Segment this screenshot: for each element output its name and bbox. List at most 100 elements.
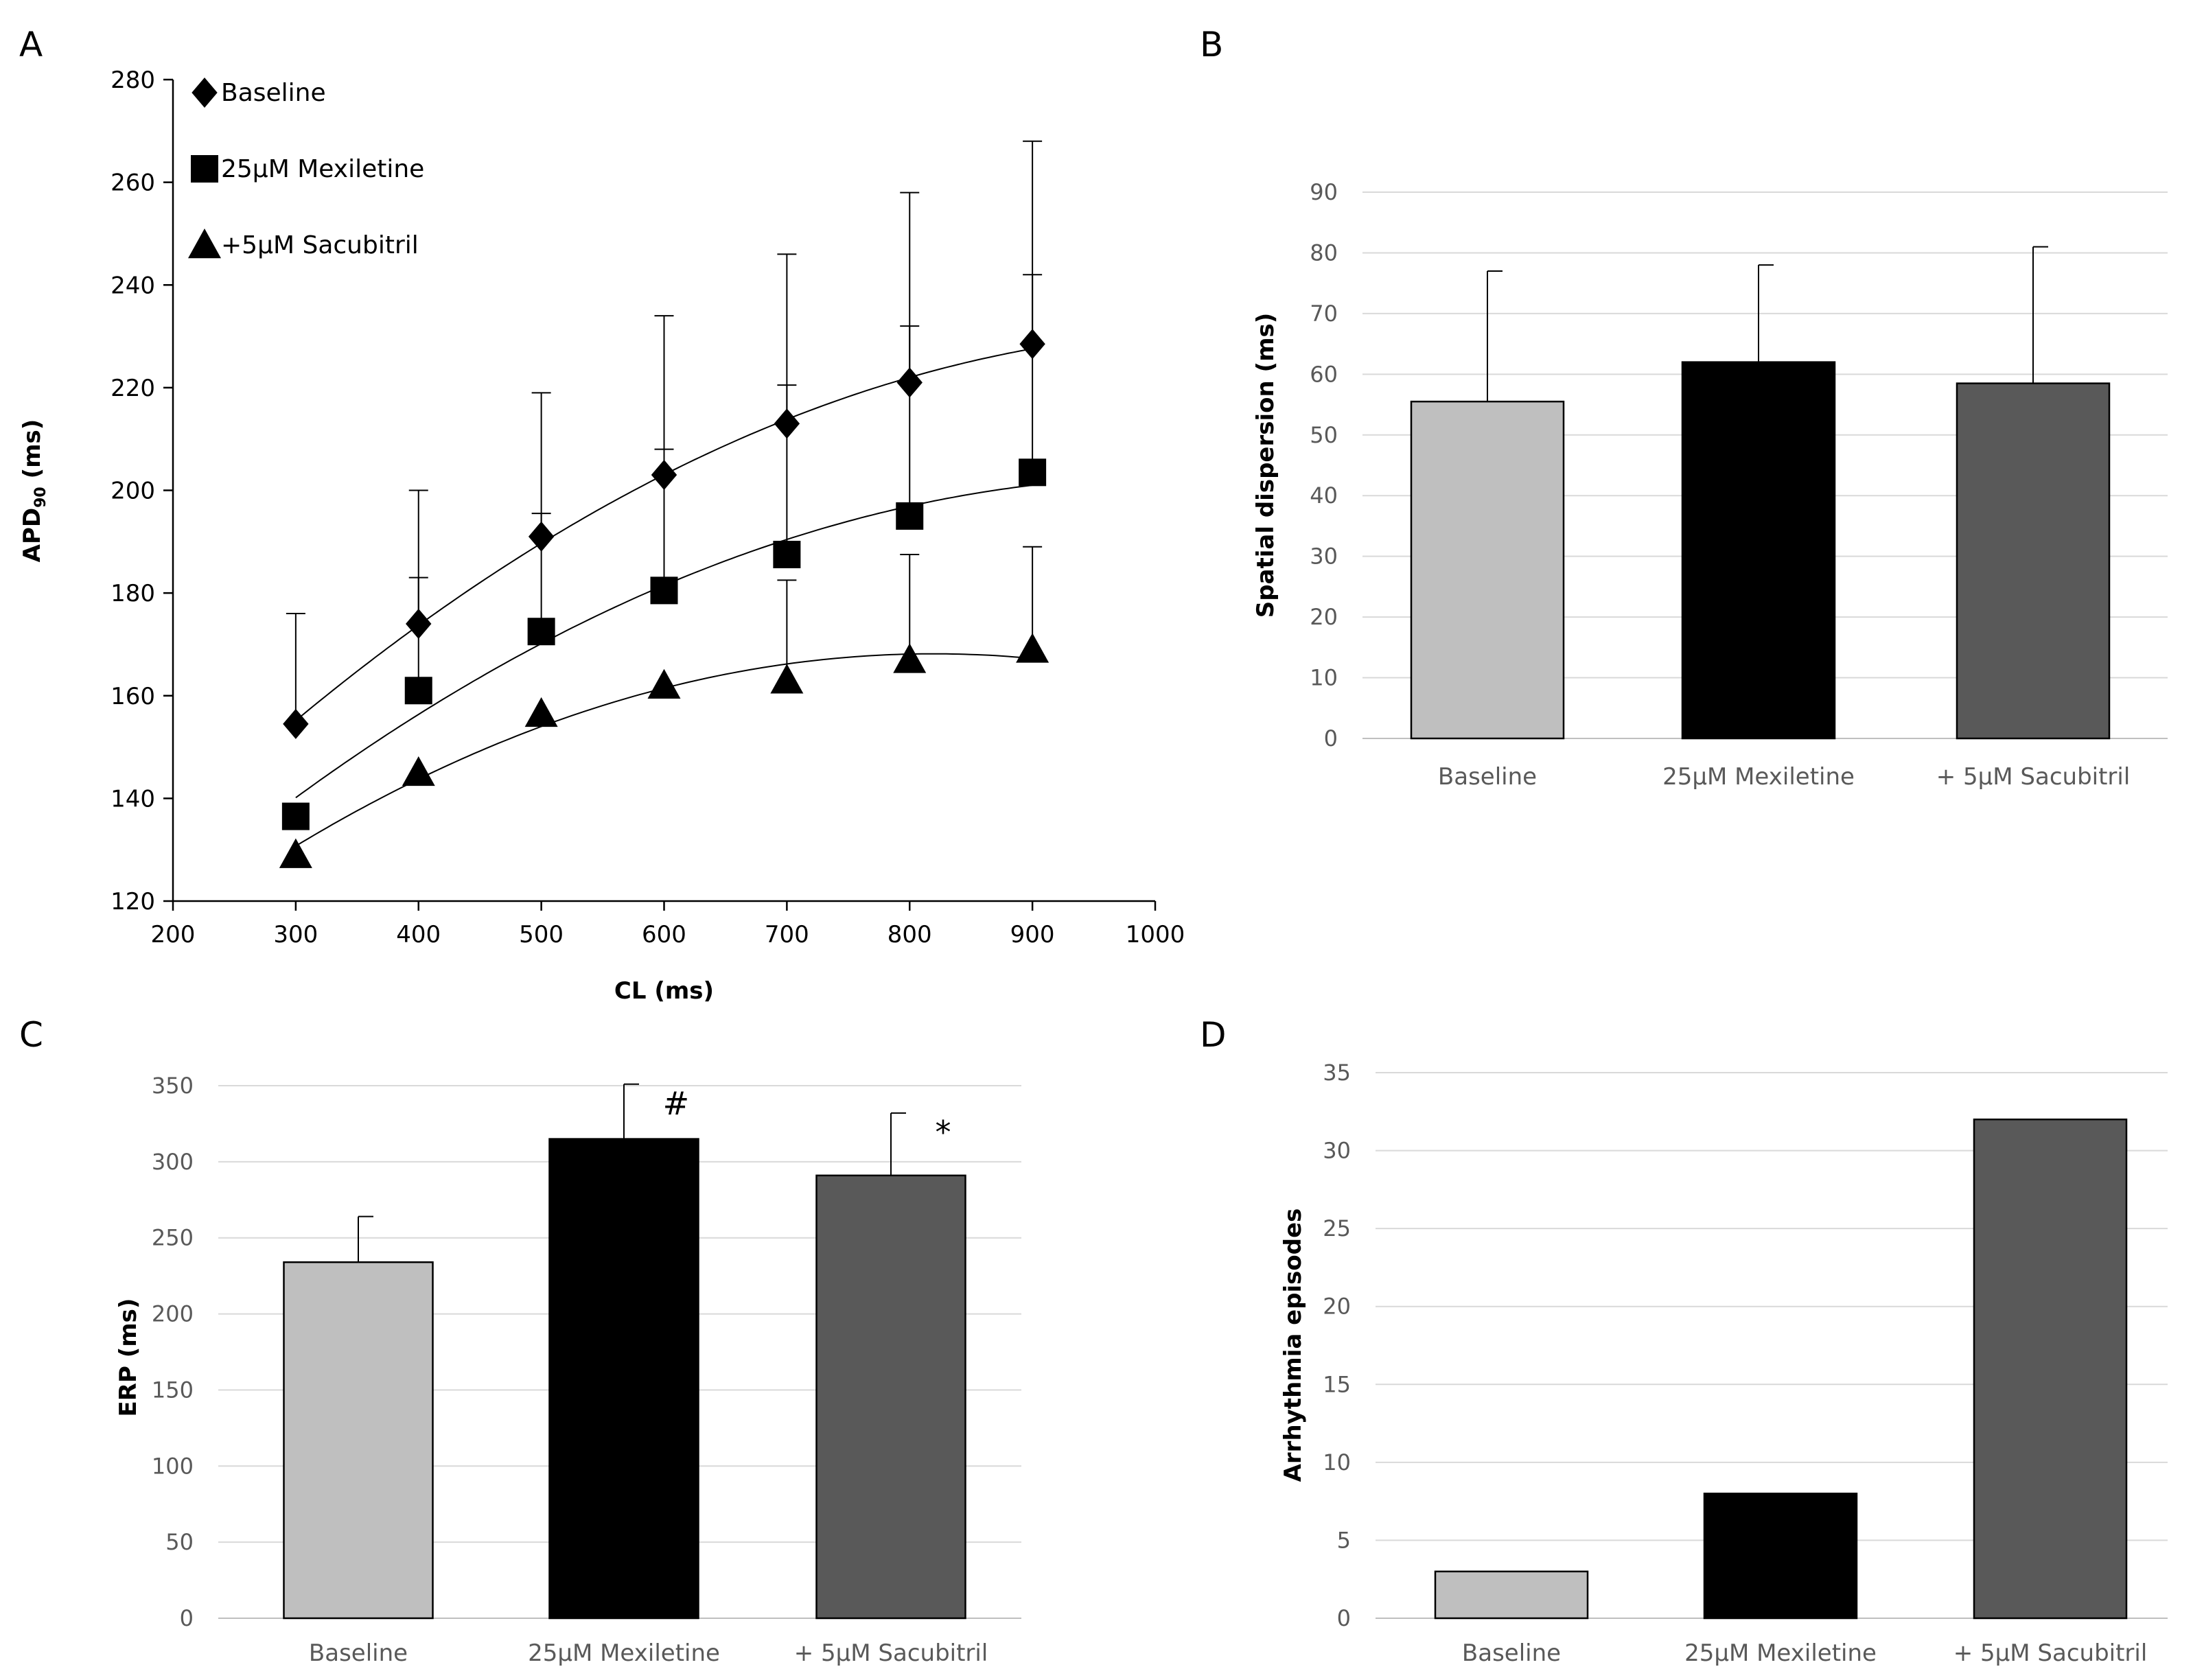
- panel-letter-C: C: [19, 1015, 43, 1055]
- panel-letter-D: D: [1200, 1015, 1227, 1055]
- x-tick-label: 700: [765, 921, 809, 948]
- bar-2: [815, 1174, 966, 1620]
- category-label: Baseline: [1462, 1640, 1561, 1667]
- legend-label-1: 25µM Mexiletine: [221, 155, 424, 183]
- category-label: + 5µM Sacubitril: [1953, 1640, 2148, 1667]
- x-tick-label: 500: [519, 921, 564, 948]
- data-point: [527, 618, 555, 646]
- y-tick-label: 200: [152, 1301, 194, 1327]
- category-label: 25µM Mexiletine: [528, 1640, 720, 1667]
- bar-2: [1956, 382, 2111, 740]
- series-2: [279, 546, 1049, 868]
- data-point: [770, 664, 804, 694]
- bar-2: [1973, 1118, 2128, 1620]
- y-tick-label: 120: [111, 888, 155, 915]
- series-1: [281, 274, 1047, 830]
- y-title-unit: (ms): [19, 419, 46, 487]
- x-tick-label: 600: [642, 921, 686, 948]
- y-tick-label: 50: [165, 1529, 194, 1555]
- y-tick-label: 160: [111, 683, 155, 710]
- category-label: 25µM Mexiletine: [1662, 763, 1855, 791]
- y-tick-label: 25: [1323, 1215, 1351, 1241]
- y-tick-label: 280: [111, 67, 155, 94]
- y-tick-label: 10: [1310, 665, 1338, 691]
- y-tick-label: 20: [1323, 1294, 1351, 1320]
- legend-label-0: Baseline: [221, 79, 326, 107]
- panel-letter-A: A: [19, 25, 43, 65]
- data-point: [647, 668, 681, 699]
- data-point: [650, 576, 678, 605]
- y-tick-label: 35: [1323, 1060, 1351, 1086]
- data-point: [283, 708, 309, 739]
- x-tick-label: 800: [888, 921, 932, 948]
- y-tick-label: 15: [1323, 1371, 1351, 1397]
- y-axis-title: Arrhythmia episodes: [1279, 1209, 1307, 1482]
- data-point: [893, 643, 927, 673]
- data-point: [896, 502, 924, 530]
- data-point: [773, 541, 801, 569]
- category-label: + 5µM Sacubitril: [794, 1640, 988, 1667]
- x-tick-label: 200: [151, 921, 196, 948]
- y-tick-label: 250: [152, 1225, 194, 1251]
- data-point: [1016, 633, 1049, 663]
- data-point: [524, 697, 558, 727]
- bar-0: [1434, 1570, 1589, 1620]
- x-tick-label: 300: [273, 921, 318, 948]
- category-label: + 5µM Sacubitril: [1936, 763, 2131, 791]
- y-tick-label: 220: [111, 375, 155, 402]
- panel-d: 0 5 10 15 20 25 30 35 Arrhythmia episodes Baselin…: [1279, 1060, 2168, 1667]
- y-tick-label: 0: [1324, 725, 1338, 751]
- y-title-main: APD: [19, 508, 46, 562]
- x-tick-label: 900: [1010, 921, 1055, 948]
- y-tick-label: 140: [111, 785, 155, 813]
- data-point: [1019, 458, 1047, 487]
- legend-label-2: +5µM Sacubitril: [221, 231, 419, 259]
- y-axis-title: Spatial dispersion (ms): [1252, 313, 1279, 618]
- y-tick-label: 0: [1337, 1605, 1351, 1631]
- legend-marker-1: [191, 155, 218, 183]
- bar-1: [1681, 361, 1836, 740]
- y-tick-label: 10: [1323, 1449, 1351, 1475]
- significance-mark: *: [935, 1114, 951, 1151]
- y-axis-title: ERP (ms): [115, 1298, 142, 1417]
- y-tick-label: 30: [1310, 544, 1338, 570]
- y-tick-label: 30: [1323, 1138, 1351, 1164]
- y-axis-title: APD90 (ms): [19, 419, 49, 563]
- y-tick-label: 90: [1310, 179, 1338, 205]
- legend-marker-2: [188, 229, 221, 259]
- significance-mark: #: [663, 1085, 690, 1122]
- y-tick-label: 300: [152, 1149, 194, 1175]
- y-tick-label: 200: [111, 478, 155, 505]
- panel-b: 0 10 20 30 40 50 60 70 80 90 Spatial dispersion (m…: [1252, 179, 2168, 791]
- data-point: [402, 756, 435, 786]
- y-tick-label: 70: [1310, 301, 1338, 327]
- y-tick-label: 180: [111, 580, 155, 607]
- x-tick-label: 1000: [1126, 921, 1185, 948]
- y-tick-label: 260: [111, 170, 155, 197]
- y-tick-label: 150: [152, 1377, 194, 1403]
- data-point: [404, 677, 432, 705]
- y-tick-label: 5: [1337, 1527, 1351, 1553]
- category-label: Baseline: [309, 1640, 408, 1667]
- y-tick-label: 50: [1310, 422, 1338, 448]
- bar-1: [1703, 1493, 1858, 1620]
- y-tick-label: 100: [152, 1453, 194, 1479]
- y-tick-label: 80: [1310, 240, 1338, 266]
- bar-0: [1410, 400, 1565, 740]
- x-tick-label: 400: [396, 921, 441, 948]
- y-tick-label: 40: [1310, 482, 1338, 509]
- data-point: [279, 838, 312, 868]
- bar-0: [283, 1261, 434, 1620]
- legend-marker-0: [192, 78, 218, 108]
- panel-c: 0 50 100 150 200 250 300 350 ERP (ms) Baseline #25…: [115, 1073, 1021, 1667]
- panel-letter-B: B: [1200, 25, 1223, 65]
- y-tick-label: 0: [180, 1605, 194, 1631]
- data-point: [281, 802, 310, 830]
- bar-1: [548, 1138, 699, 1620]
- category-label: Baseline: [1438, 763, 1537, 791]
- y-title-sub: 90: [32, 487, 49, 508]
- y-tick-label: 60: [1310, 361, 1338, 387]
- y-tick-label: 20: [1310, 604, 1338, 630]
- category-label: 25µM Mexiletine: [1684, 1640, 1877, 1667]
- panel-a: 120 140 160 180 200 220 240 260 280 200 300 400 500 6…: [19, 67, 1185, 1005]
